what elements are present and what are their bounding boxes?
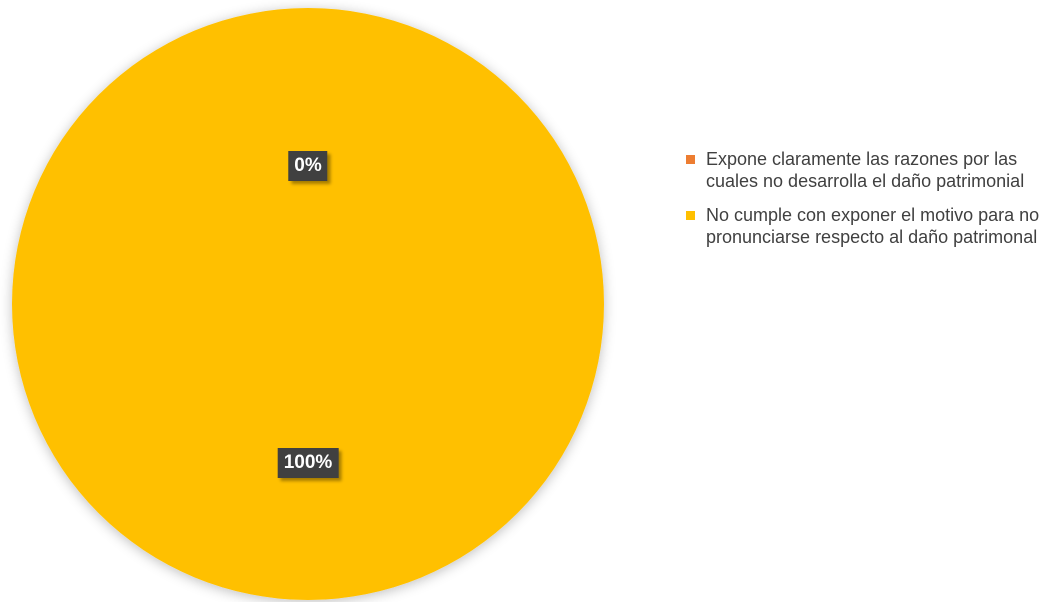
pie-chart xyxy=(12,8,604,600)
data-label-slice-1: 0% xyxy=(288,151,328,181)
legend-swatch-2 xyxy=(686,211,695,220)
pie-slices xyxy=(12,8,604,600)
data-label-slice-2: 100% xyxy=(277,448,339,478)
pie-slice-2[interactable] xyxy=(12,8,604,600)
legend-swatch-1 xyxy=(686,155,695,164)
legend-label-2: No cumple con exponer el motivo para no … xyxy=(706,205,1040,247)
legend-item-1[interactable]: Expone claramente las razones por las cu… xyxy=(686,148,1046,192)
legend: Expone claramente las razones por las cu… xyxy=(686,148,1046,260)
legend-item-2[interactable]: No cumple con exponer el motivo para no … xyxy=(686,204,1046,248)
legend-label-1: Expone claramente las razones por las cu… xyxy=(706,149,1025,191)
